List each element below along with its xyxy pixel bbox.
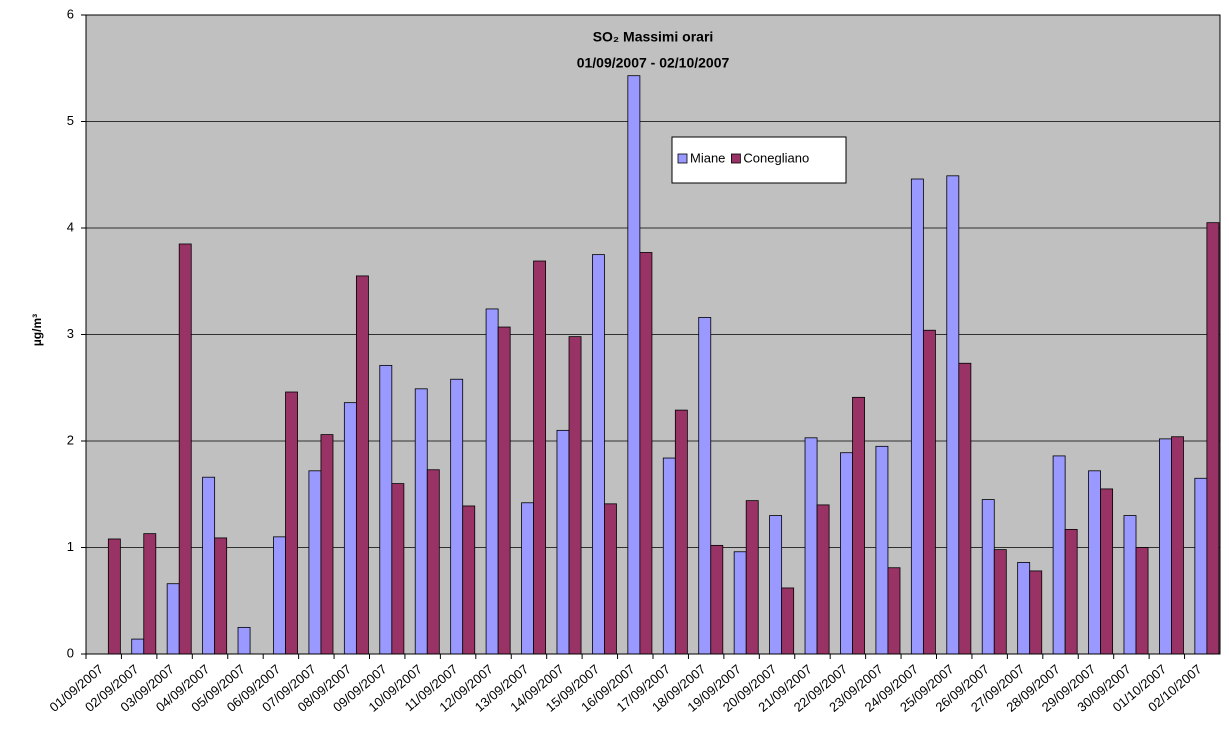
bar: [379, 364, 393, 655]
legend-swatch: [731, 153, 741, 164]
bar: [662, 457, 676, 655]
bar: [804, 437, 818, 655]
bar: [497, 326, 511, 655]
bar: [143, 533, 157, 655]
bar: [1017, 562, 1031, 655]
bar: [166, 583, 180, 655]
bar: [556, 429, 570, 655]
legend-label: Miane: [690, 150, 725, 165]
bar: [1206, 222, 1220, 655]
y-tick-label: 2: [67, 432, 74, 447]
bar: [414, 388, 428, 655]
bar: [355, 275, 369, 655]
bar: [131, 638, 145, 655]
bar: [1135, 547, 1149, 655]
bar: [981, 499, 995, 655]
bar: [391, 483, 405, 655]
bar: [1100, 488, 1114, 655]
y-tick-label: 0: [67, 645, 74, 660]
y-tick-label: 3: [67, 326, 74, 341]
y-tick-label: 1: [67, 539, 74, 554]
bar: [710, 544, 724, 655]
bar: [285, 391, 298, 655]
bar: [627, 75, 641, 655]
bar: [178, 243, 192, 655]
chart-title: SO₂ Massimi orari: [593, 29, 714, 45]
bar: [1123, 515, 1137, 655]
bar: [533, 260, 547, 655]
bar: [639, 252, 653, 655]
bar: [840, 452, 853, 655]
bar: [769, 515, 783, 655]
bar: [887, 567, 901, 655]
bar: [1194, 477, 1208, 655]
bar: [1029, 570, 1043, 655]
bar: [781, 587, 795, 655]
bar: [214, 537, 228, 655]
bar: [1088, 470, 1101, 655]
y-axis-label: µg/m³: [30, 314, 44, 346]
bar: [568, 336, 582, 655]
bar: [1171, 436, 1184, 655]
y-tick-label: 6: [67, 6, 74, 21]
bar: [816, 504, 830, 655]
bar: [674, 409, 688, 655]
bar: [450, 378, 464, 655]
bar: [308, 470, 322, 655]
y-tick-label: 5: [67, 113, 74, 128]
bar: [1052, 455, 1066, 655]
bar: [273, 536, 286, 655]
bar: [922, 329, 936, 655]
bar: [1159, 438, 1172, 655]
bar: [462, 505, 476, 655]
bar: [875, 445, 889, 655]
bar: [946, 175, 960, 655]
bar: [733, 551, 747, 655]
bar: [993, 549, 1007, 655]
y-tick-label: 4: [67, 219, 74, 234]
bar: [910, 178, 924, 655]
bar: [426, 469, 440, 655]
bar: [202, 476, 216, 655]
bar: [745, 500, 759, 655]
bar: [852, 396, 865, 655]
bar: [107, 538, 121, 655]
bar: [521, 502, 534, 655]
bar: [237, 626, 251, 655]
bar: [485, 308, 499, 655]
bars: [107, 75, 1220, 655]
bar: [958, 362, 972, 655]
bar: [604, 503, 617, 655]
bar: [343, 402, 357, 655]
bar: [320, 434, 334, 655]
chart-subtitle: 01/09/2007 - 02/10/2007: [577, 55, 730, 71]
bar: [698, 317, 712, 655]
legend-swatch: [677, 153, 688, 164]
legend-label: Conegliano: [743, 150, 809, 165]
bar: [592, 254, 605, 655]
legend-box: [671, 136, 847, 184]
bar: [1064, 528, 1078, 655]
